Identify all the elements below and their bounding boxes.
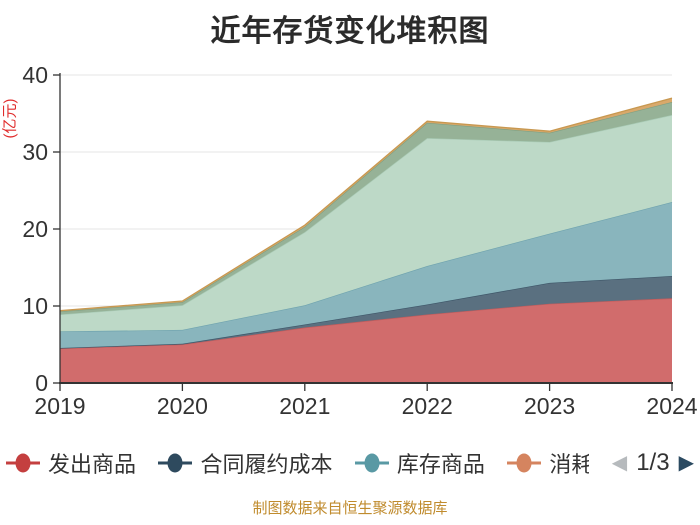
legend-pager: ◀ 1/3 ▶ bbox=[612, 449, 694, 477]
x-tick-label-2022: 2022 bbox=[402, 393, 453, 419]
stacked-area-chart: 0 10 20 30 40 2019 2020 2021 2022 2023 2024 bbox=[22, 62, 697, 419]
x-tick-label-2019: 2019 bbox=[34, 393, 85, 419]
x-tick-label-2021: 2021 bbox=[279, 393, 330, 419]
y-tick-label-0: 0 bbox=[35, 370, 48, 396]
y-tick-label-30: 30 bbox=[22, 139, 48, 165]
legend: 发出商品 合同履约成本 库存商品 消耗 ◀ 1/3 ▶ bbox=[0, 447, 700, 479]
y-tick-label-10: 10 bbox=[22, 293, 48, 319]
legend-prev-page-icon[interactable]: ◀ bbox=[611, 452, 628, 474]
x-tick-label-2023: 2023 bbox=[524, 393, 575, 419]
x-tick-label-2024: 2024 bbox=[646, 393, 697, 419]
legend-page-indicator: 1/3 bbox=[636, 449, 670, 476]
y-tick-label-40: 40 bbox=[22, 62, 48, 88]
data-source-note: 制图数据来自恒生聚源数据库 bbox=[252, 500, 448, 517]
area-series-合同履约成本[interactable] bbox=[60, 275, 672, 349]
legend-item-4[interactable]: 消耗 bbox=[507, 447, 589, 479]
legend-item-1[interactable]: 发出商品 bbox=[6, 447, 136, 479]
legend-item-label: 合同履约成本 bbox=[200, 452, 333, 477]
legend-marker-icon bbox=[354, 453, 389, 473]
x-tick-label-2020: 2020 bbox=[157, 393, 208, 419]
legend-marker-icon bbox=[6, 453, 40, 473]
legend-item-label: 库存商品 bbox=[396, 452, 485, 477]
area-series-layer-4[interactable] bbox=[60, 115, 672, 332]
legend-item-2[interactable]: 合同履约成本 bbox=[158, 447, 332, 479]
chart-title: 近年存货变化堆积图 bbox=[210, 15, 490, 48]
legend-next-page-icon[interactable]: ▶ bbox=[678, 452, 694, 474]
legend-item-label: 发出商品 bbox=[48, 452, 137, 477]
y-tick-label-20: 20 bbox=[22, 216, 48, 242]
legend-marker-icon bbox=[158, 453, 193, 473]
area-top-edge-6 bbox=[59, 97, 673, 312]
area-series-发出商品[interactable] bbox=[60, 298, 672, 383]
legend-item-label: 消耗 bbox=[549, 452, 590, 477]
legend-item-3[interactable]: 库存商品 bbox=[354, 447, 485, 479]
area-series-库存商品[interactable] bbox=[60, 202, 672, 348]
legend-marker-icon bbox=[507, 453, 542, 473]
area-series-layer-5[interactable] bbox=[60, 101, 672, 315]
